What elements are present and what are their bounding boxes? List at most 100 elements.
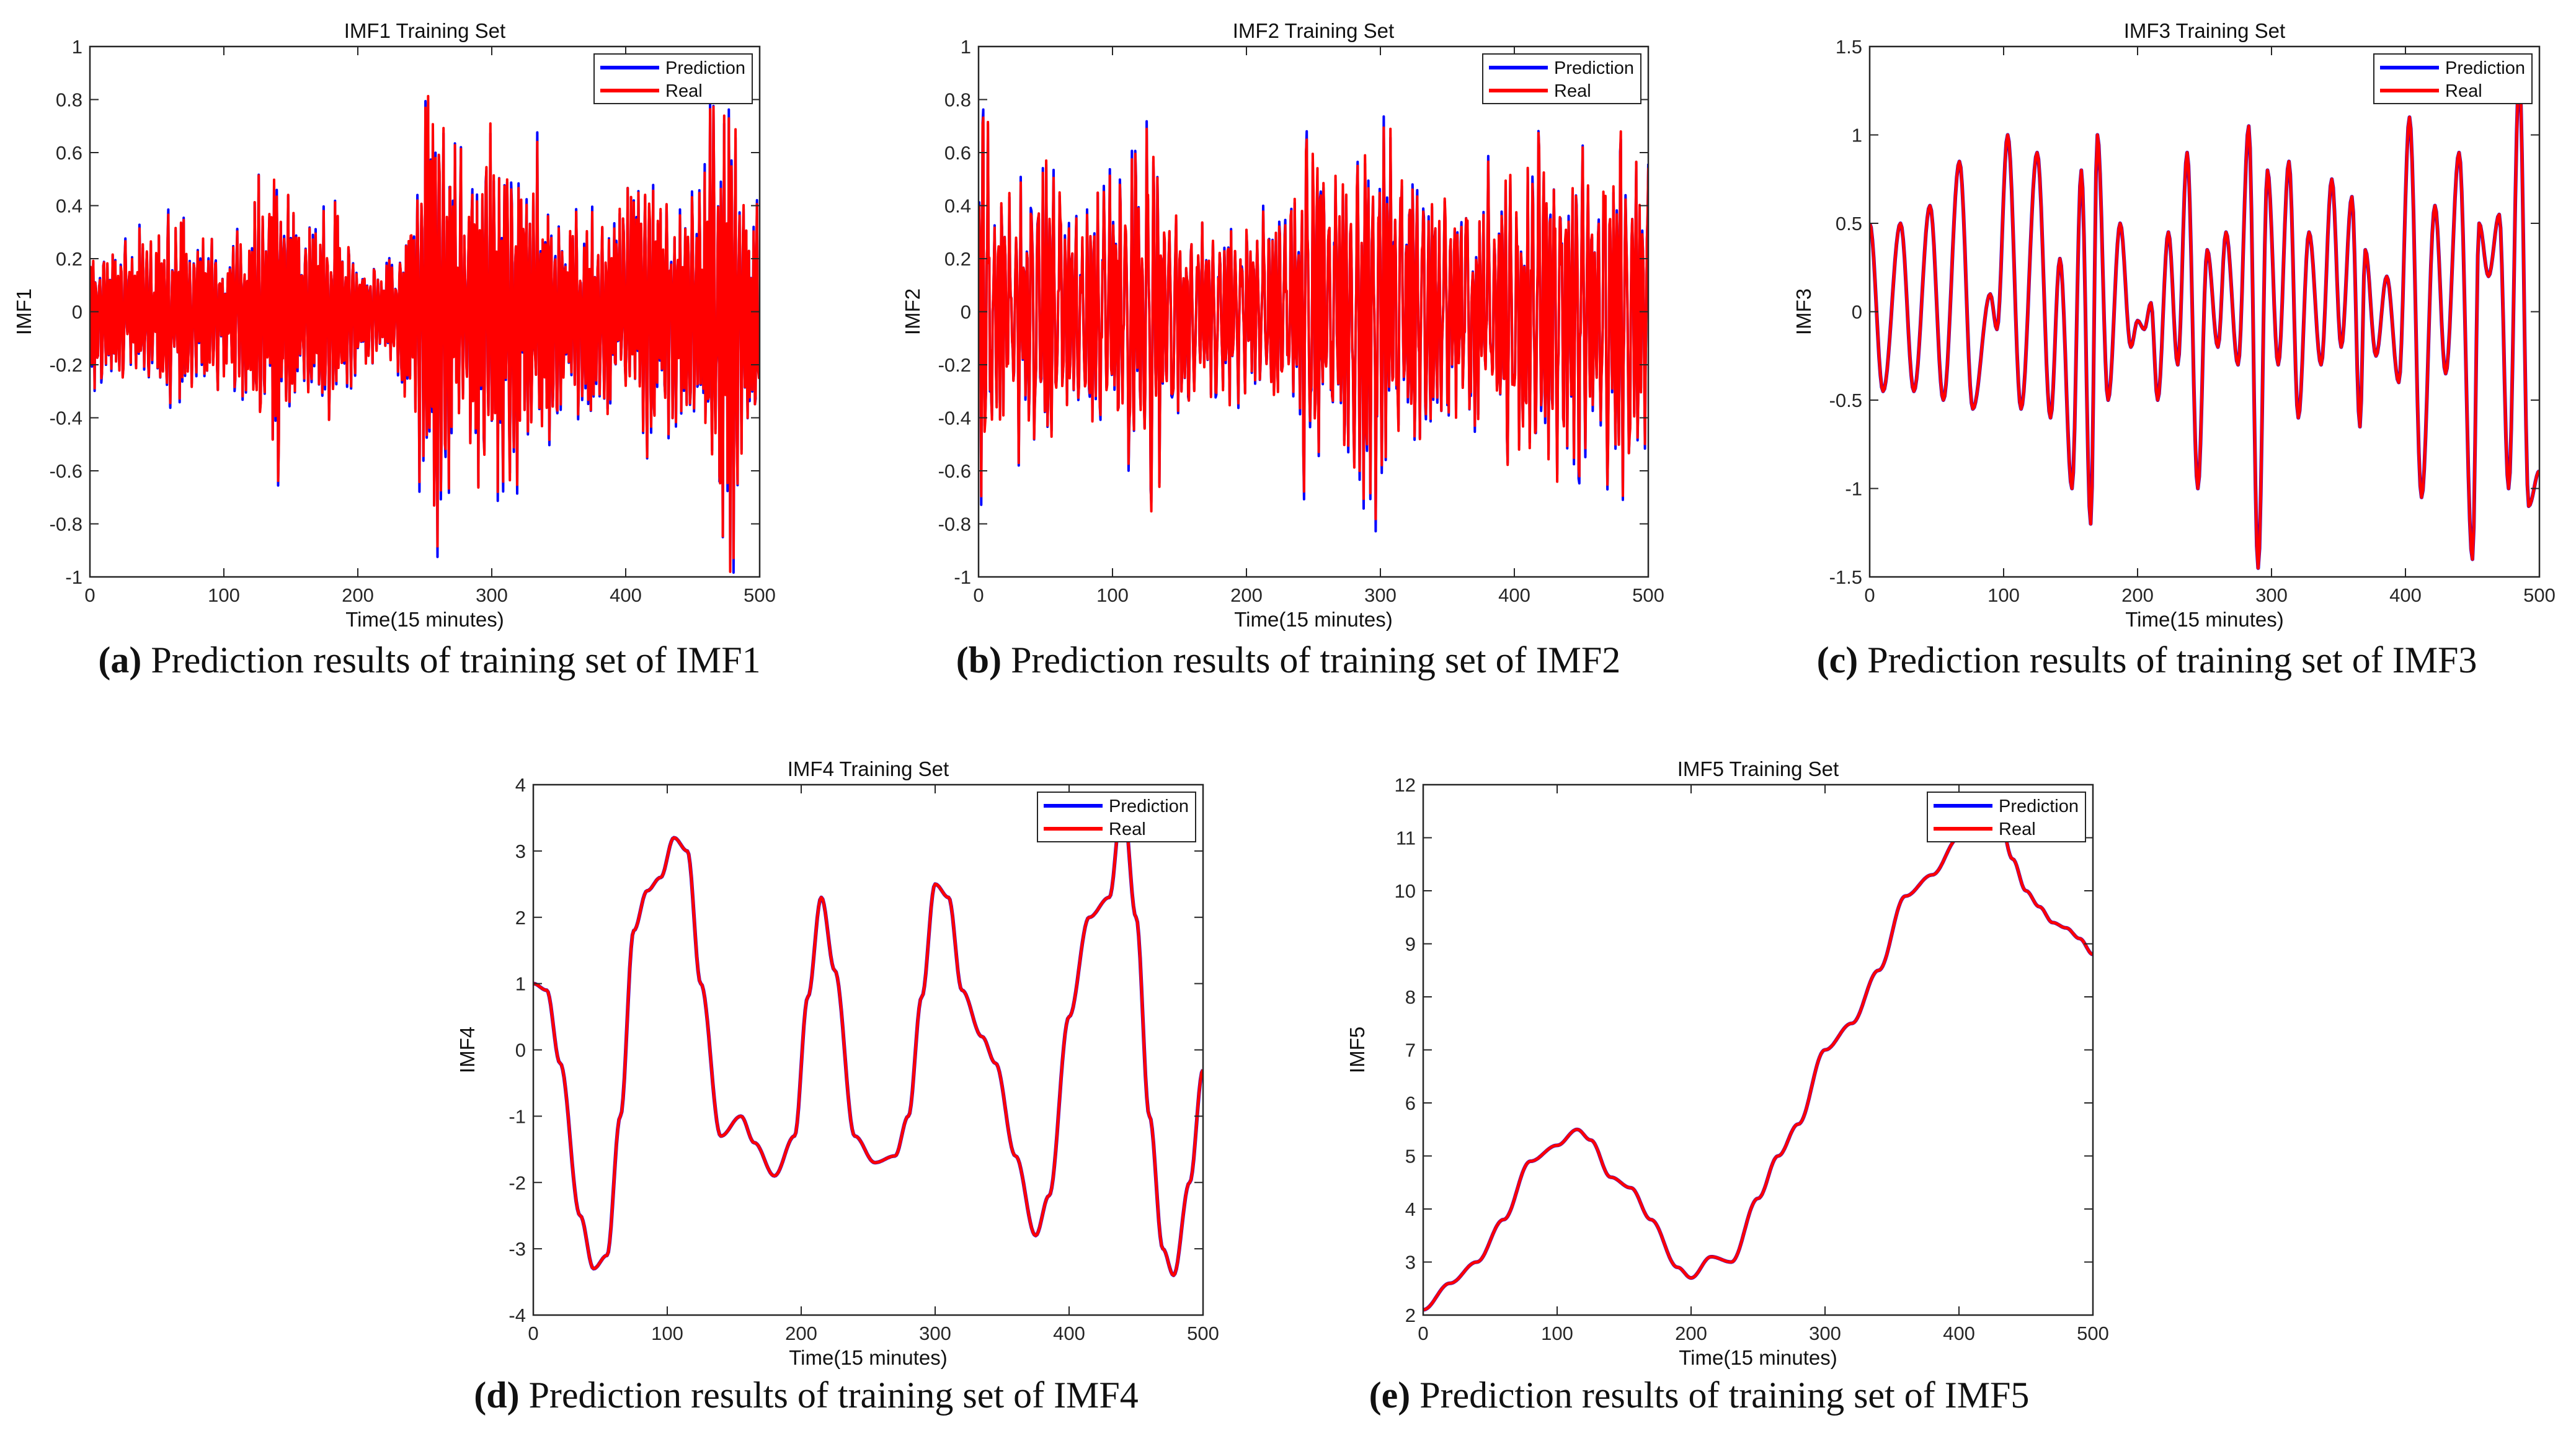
legend: Prediction Real (1037, 792, 1196, 842)
x-axis-label: Time(15 minutes) (345, 608, 504, 631)
y-tick-label: -1 (509, 1105, 526, 1127)
legend-box (1037, 792, 1196, 842)
y-tick-label: -0.4 (50, 408, 82, 429)
legend: Prediction Real (1482, 53, 1641, 104)
x-tick-label: 400 (2389, 584, 2422, 606)
y-tick-label: 11 (1396, 828, 1416, 849)
y-tick-label: 4 (1405, 1198, 1416, 1220)
y-tick-label: 0 (515, 1040, 526, 1061)
y-axis-label: IMF2 (901, 288, 924, 335)
x-tick-label: 500 (744, 584, 776, 606)
caption-c: (c) Prediction results of training set o… (1816, 640, 2477, 680)
y-tick-label: -0.6 (938, 460, 971, 482)
x-tick-label: 400 (1053, 1323, 1085, 1344)
y-tick-label: -1 (65, 566, 82, 588)
chart-title: IMF1 Training Set (344, 19, 505, 42)
y-tick-label: 0.8 (56, 89, 82, 111)
x-tick-label: 100 (1096, 584, 1129, 606)
x-tick-label: 200 (785, 1323, 817, 1344)
chart-5: 0 100 200 300 400 500 2 3 4 5 6 7 8 9 10 11 12 IMF5 Train… (1346, 757, 2109, 1369)
legend-label-real: Real (1554, 81, 1591, 101)
y-tick-label: -1.5 (1829, 566, 1862, 588)
x-tick-label: 0 (1864, 584, 1875, 606)
y-axis-label: IMF5 (1346, 1027, 1369, 1073)
x-tick-label: 500 (2077, 1323, 2109, 1344)
x-tick-label: 0 (84, 584, 95, 606)
y-tick-label: 7 (1405, 1040, 1416, 1061)
series-lines (90, 95, 760, 574)
legend: Prediction Real (1927, 792, 2086, 842)
y-tick-label: 3 (515, 841, 526, 862)
x-axis-label: Time(15 minutes) (1679, 1346, 1837, 1369)
x-tick-label: 100 (651, 1323, 683, 1344)
y-tick-label: 1.5 (1836, 36, 1862, 58)
x-tick-label: 400 (1498, 584, 1530, 606)
x-tick-label: 500 (2523, 584, 2556, 606)
x-tick-label: 500 (1187, 1323, 1219, 1344)
y-axis-label: IMF4 (456, 1027, 479, 1073)
legend-label-prediction: Prediction (1554, 58, 1634, 78)
x-tick-label: 300 (476, 584, 508, 606)
y-tick-label: -0.8 (938, 514, 971, 535)
y-tick-label: -0.4 (938, 408, 971, 429)
x-tick-label: 100 (208, 584, 240, 606)
y-tick-label: 1 (1852, 125, 1862, 146)
x-tick-label: 0 (1418, 1323, 1428, 1344)
x-tick-label: 100 (1988, 584, 2020, 606)
chart-title: IMF3 Training Set (2124, 19, 2285, 42)
y-tick-label: 0.6 (56, 142, 82, 164)
y-tick-label: 1 (72, 36, 82, 58)
y-tick-label: 0.6 (944, 142, 971, 164)
legend-label-real: Real (1109, 819, 1146, 839)
chart-3: 0 100 200 300 400 500 -1.5 -1 -0.5 0 0.5 1 1.5 IMF3 T… (1792, 19, 2556, 631)
chart-1: 0 100 200 300 400 500 -1 -0.8 -0.6 -0.4 -0.2 0 0.2 0.… (12, 19, 776, 631)
legend: Prediction Real (2373, 53, 2533, 104)
chart-title: IMF5 Training Set (1677, 757, 1839, 780)
y-tick-label: 0.4 (944, 195, 971, 217)
y-tick-label: -0.2 (50, 354, 82, 376)
x-tick-label: 300 (1809, 1323, 1841, 1344)
x-tick-label: 100 (1541, 1323, 1573, 1344)
caption-b: (b) Prediction results of training set o… (956, 640, 1621, 680)
y-tick-label: -4 (509, 1305, 526, 1326)
legend-box (593, 53, 753, 104)
y-tick-label: 0.8 (944, 89, 971, 111)
y-tick-label: -0.2 (938, 354, 971, 376)
x-tick-label: 300 (1364, 584, 1397, 606)
legend: Prediction Real (593, 53, 753, 104)
y-tick-label: 0.4 (56, 195, 82, 217)
y-tick-label: -0.8 (50, 514, 82, 535)
x-axis-label: Time(15 minutes) (2125, 608, 2284, 631)
caption-d: (d) Prediction results of training set o… (474, 1375, 1139, 1416)
y-tick-label: 0.2 (56, 248, 82, 270)
y-tick-label: 0 (1852, 301, 1862, 323)
y-tick-label: 0.5 (1836, 213, 1862, 234)
legend-label-real: Real (1999, 819, 2036, 839)
plot-area (1423, 785, 2093, 1315)
legend-label-prediction: Prediction (665, 58, 745, 78)
x-tick-label: 400 (1943, 1323, 1975, 1344)
y-tick-label: 1 (961, 36, 971, 58)
x-tick-label: 500 (1632, 584, 1664, 606)
legend-label-real: Real (665, 81, 703, 101)
legend-box (1927, 792, 2086, 842)
x-tick-label: 0 (528, 1323, 538, 1344)
x-tick-label: 0 (973, 584, 984, 606)
x-tick-label: 200 (1230, 584, 1263, 606)
chart-title: IMF4 Training Set (788, 757, 949, 780)
plot-area (533, 785, 1203, 1315)
y-tick-label: 0.2 (944, 248, 971, 270)
x-tick-label: 300 (2255, 584, 2288, 606)
y-axis-label: IMF1 (12, 288, 35, 335)
y-tick-label: 8 (1405, 986, 1416, 1008)
series-real-line (1870, 71, 2539, 570)
x-axis-label: Time(15 minutes) (789, 1346, 948, 1369)
caption-e: (e) Prediction results of training set o… (1369, 1375, 2030, 1416)
x-tick-label: 400 (610, 584, 642, 606)
x-tick-label: 200 (342, 584, 374, 606)
y-tick-label: 9 (1405, 934, 1416, 955)
x-tick-label: 200 (1675, 1323, 1707, 1344)
y-tick-label: 3 (1405, 1252, 1416, 1274)
x-tick-label: 300 (919, 1323, 951, 1344)
legend-label-real: Real (2445, 81, 2482, 101)
